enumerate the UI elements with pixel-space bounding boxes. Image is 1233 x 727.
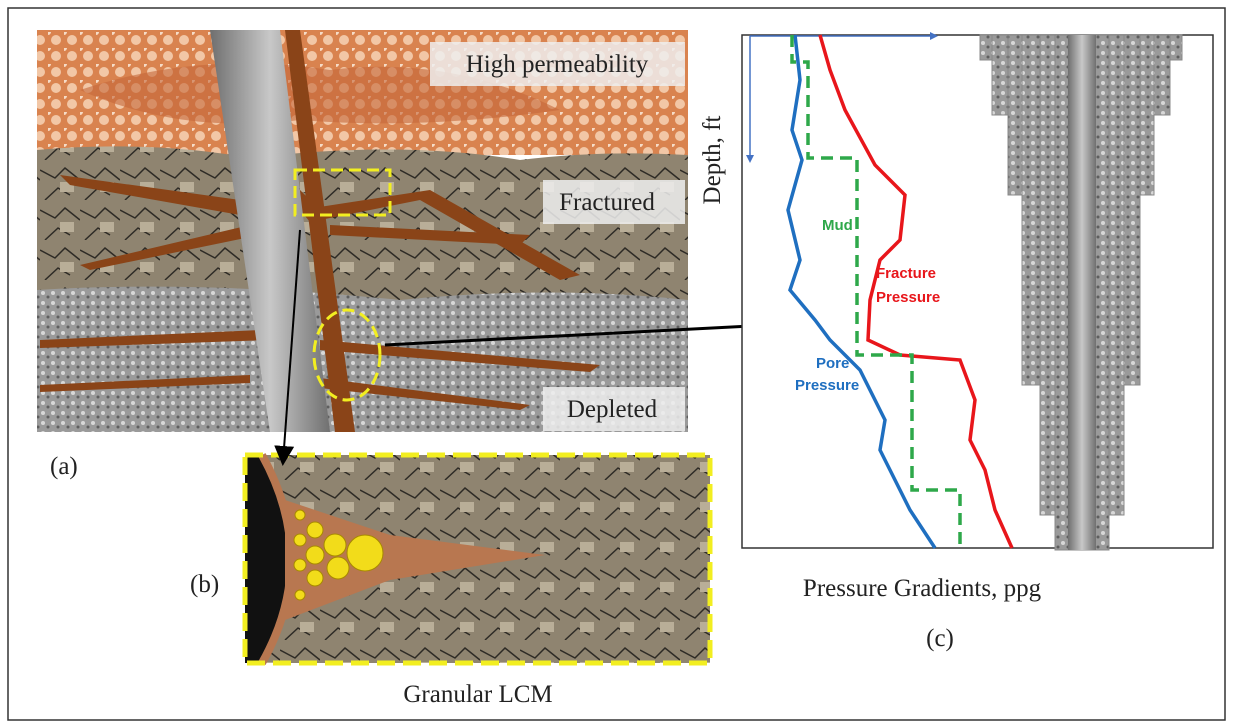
layer-label: Fractured	[559, 189, 655, 216]
panel-b	[245, 455, 710, 663]
curve-label: Pressure	[876, 289, 940, 306]
axis-label: Pressure Gradients, ppg	[803, 575, 1042, 602]
layer-label: Depleted	[567, 396, 658, 423]
curve-label: Pore	[816, 355, 849, 372]
panel-title: Granular LCM	[403, 681, 552, 708]
panel-c: Mud Fracture Pressure Pore Pressure	[742, 32, 1213, 550]
panel-a: High permeability Fractured Depleted	[37, 30, 688, 432]
curve-label: Fracture	[876, 265, 936, 282]
axis-label: Depth, ft	[699, 116, 726, 205]
curve-label: Pressure	[795, 377, 859, 394]
caption: (a)	[50, 453, 78, 480]
layer-label: High permeability	[466, 51, 649, 78]
curve-label: Mud	[822, 217, 853, 234]
caption: (b)	[190, 571, 219, 598]
figure: High permeability Fractured Depleted (a)…	[0, 0, 1233, 727]
caption: (c)	[926, 625, 954, 652]
